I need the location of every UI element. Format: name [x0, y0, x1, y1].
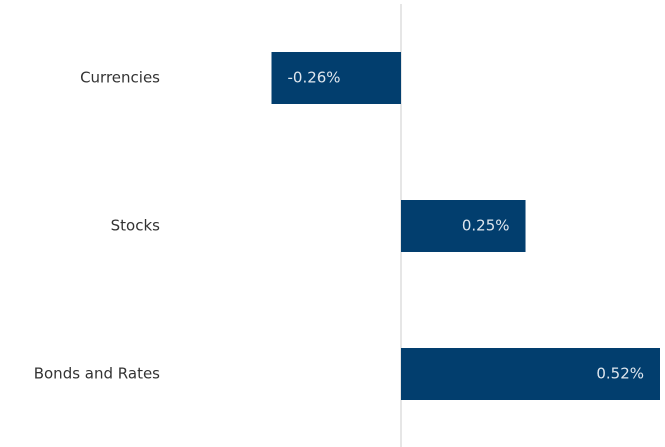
- bar: [401, 348, 660, 400]
- value-label: 0.52%: [596, 365, 644, 383]
- bar: [401, 200, 526, 252]
- category-label: Stocks: [111, 217, 161, 235]
- category-label: Currencies: [80, 69, 160, 87]
- category-label: Bonds and Rates: [34, 365, 160, 383]
- bar: [271, 52, 401, 104]
- value-label: 0.25%: [462, 217, 510, 235]
- value-label: -0.26%: [288, 69, 341, 87]
